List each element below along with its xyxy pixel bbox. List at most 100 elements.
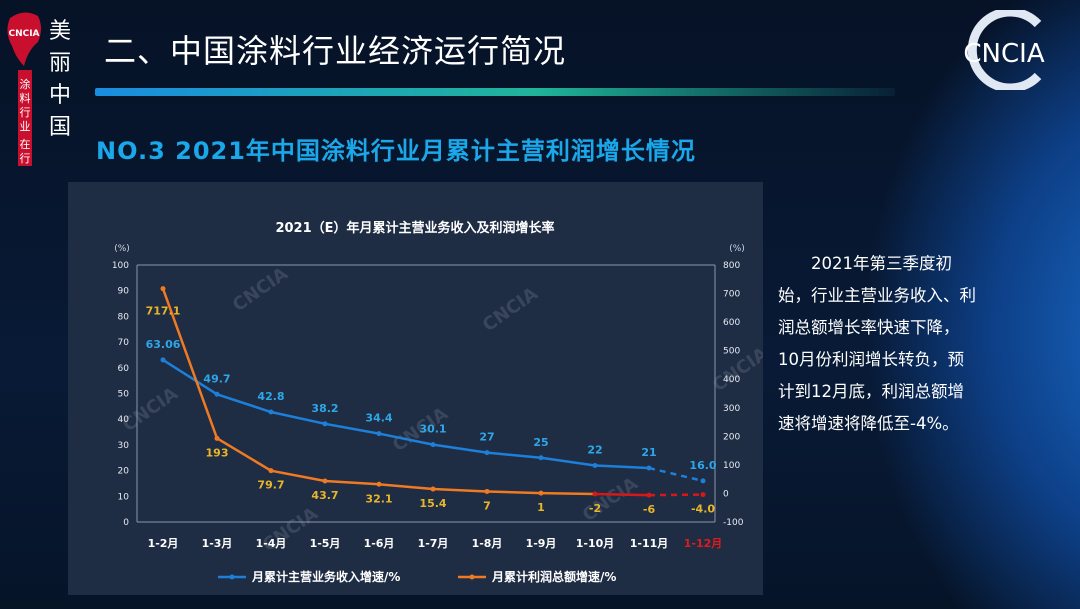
series-0-data-label: 63.06 <box>146 338 181 351</box>
left-tick-label: 40 <box>118 415 130 425</box>
series-0-point <box>592 462 598 468</box>
series-0-data-label: 27 <box>479 431 494 444</box>
x-tick-label: 1-3月 <box>202 537 233 550</box>
series-0-data-label: 22 <box>587 443 602 456</box>
series-0-segment <box>270 410 326 426</box>
series-1-data-label: 1 <box>537 501 545 514</box>
x-tick-label: 1-11月 <box>630 537 669 550</box>
svg-text:行: 行 <box>20 152 31 165</box>
svg-text:涂: 涂 <box>20 77 31 91</box>
series-1-point <box>646 492 652 498</box>
series-1-point <box>592 491 598 497</box>
cncia-logo: CNCIA <box>963 10 1045 90</box>
series-1-point <box>484 488 490 494</box>
series-1-data-label: -4.0 <box>691 503 715 516</box>
svg-text:丽: 丽 <box>49 51 71 76</box>
series-1-data-label: 7 <box>483 499 491 512</box>
series-1-point <box>700 492 706 498</box>
left-tick-label: 50 <box>118 390 130 400</box>
left-tick-label: 20 <box>118 467 130 477</box>
series-0-point <box>322 421 328 427</box>
series-1-segment <box>378 483 434 491</box>
series-1-segment <box>432 487 488 493</box>
series-1-segment <box>324 479 380 486</box>
cncia-beautiful-china-logo: CNCIA 美 丽 中 国 涂 料 行 业 在 行 <box>7 12 71 166</box>
legend-label-0: 月累计主营业务收入增速/% <box>251 569 400 584</box>
left-tick-label: 70 <box>118 338 130 348</box>
series-1-point <box>322 478 328 484</box>
svg-text:CNCIA: CNCIA <box>8 29 39 39</box>
series-0-segment <box>378 432 434 446</box>
series-1-segment <box>486 490 542 495</box>
left-tick-label: 10 <box>118 492 130 502</box>
left-tick-label: 90 <box>118 287 130 297</box>
right-axis-unit: (%) <box>729 244 745 254</box>
left-tick-label: 60 <box>118 364 130 374</box>
watermark: CNCIA <box>229 263 292 316</box>
series-1-data-label: 79.7 <box>257 479 284 492</box>
svg-text:中: 中 <box>49 83 71 108</box>
x-tick-label: 1-4月 <box>256 537 287 550</box>
series-0-point <box>214 391 220 397</box>
series-1-data-label: 15.4 <box>419 497 446 510</box>
series-0-segment <box>432 443 488 454</box>
svg-text:料: 料 <box>20 91 31 105</box>
series-0-segment <box>648 466 704 483</box>
series-0-segment <box>324 422 380 435</box>
svg-text:在: 在 <box>20 138 31 151</box>
series-0-point <box>646 465 652 471</box>
series-1-segment <box>216 437 272 472</box>
series-0-data-label: 30.1 <box>419 423 446 436</box>
svg-text:国: 国 <box>49 115 71 140</box>
chart-panel: CNCIA CNCIA CNCIA CNCIA CNCIA CNCIA CNCIA 2021（… <box>68 182 772 595</box>
series-1-data-label: -2 <box>589 502 601 515</box>
series-1-point <box>538 490 544 496</box>
series-0-segment <box>216 393 272 414</box>
series-1-point <box>160 286 166 292</box>
svg-text:美: 美 <box>49 19 71 44</box>
watermark: CNCIA <box>479 283 542 336</box>
x-tick-label: 1-9月 <box>526 537 557 550</box>
series-0-segment <box>486 451 542 459</box>
series-1-point <box>214 435 220 441</box>
left-tick-label: 30 <box>118 441 130 451</box>
left-tick-label: 0 <box>123 518 129 528</box>
x-tick-label: 1-2月 <box>148 537 179 550</box>
series-1-data-label: 717.1 <box>146 305 181 318</box>
left-tick-label: 100 <box>112 261 129 271</box>
left-tick-label: 80 <box>118 312 130 322</box>
right-tick-label: 300 <box>723 404 740 414</box>
legend-marker-1 <box>469 574 475 580</box>
series-1-segment <box>594 492 650 497</box>
series-1-data-label: 43.7 <box>311 489 338 502</box>
series-0-point <box>700 478 706 484</box>
right-tick-label: 800 <box>723 261 740 271</box>
right-tick-label: 600 <box>723 318 740 328</box>
svg-text:业: 业 <box>20 120 31 133</box>
x-tick-label: 1-7月 <box>418 537 449 550</box>
right-tick-label: 200 <box>723 432 740 442</box>
series-1-segment <box>161 288 219 439</box>
series-1-segment <box>648 493 704 497</box>
series-0-segment <box>162 358 218 396</box>
series-1-data-label: 193 <box>206 446 229 459</box>
x-tick-label: 1-10月 <box>576 537 615 550</box>
series-0-point <box>268 409 274 415</box>
right-tick-label: 100 <box>723 461 740 471</box>
svg-text:行: 行 <box>20 106 31 119</box>
series-0-data-label: 25 <box>533 436 548 449</box>
series-0-point <box>376 431 382 437</box>
section-title: NO.3 2021年中国涂料行业月累计主营利润增长情况 <box>96 137 696 165</box>
series-0-data-label: 42.8 <box>257 390 284 403</box>
series-1-point <box>268 468 274 474</box>
series-0-segment <box>540 456 596 467</box>
right-tick-label: 400 <box>723 375 740 385</box>
legend-label-1: 月累计利润总额增速/% <box>491 569 616 584</box>
right-tick-label: 700 <box>723 290 740 300</box>
series-1-data-label: 32.1 <box>365 492 392 505</box>
right-tick-label: 500 <box>723 347 740 357</box>
page-title: 二、中国涂料行业经济运行简况 <box>104 32 567 70</box>
summary-paragraph: 2021年第三季度初始，行业主营业务收入、利润总额增长率快速下降，10月份利润增… <box>778 254 976 433</box>
x-tick-label: 1-8月 <box>472 537 503 550</box>
